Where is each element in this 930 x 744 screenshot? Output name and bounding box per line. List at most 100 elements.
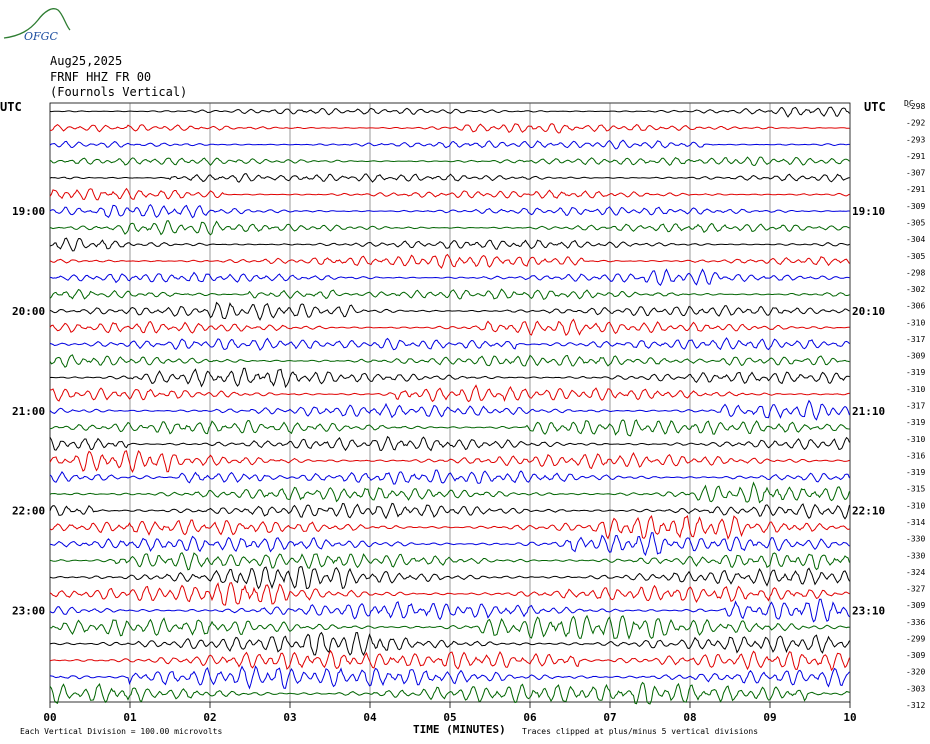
seismic-trace [49,502,850,520]
dc-offset-label: -309 [906,601,925,610]
dc-offset-label: -316 [906,451,925,460]
seismic-trace [49,156,850,166]
dc-offset-label: -293 [906,135,925,144]
left-hour-label: 21:00 [12,405,45,418]
dc-offset-label: -309 [906,352,925,361]
trace-group [49,106,850,705]
dc-offset-label: -299 [906,634,925,643]
dc-offset-label: -310 [906,501,925,510]
x-tick-label: 02 [203,711,216,724]
seismic-trace [49,367,850,389]
right-hour-label: 22:10 [852,505,885,518]
left-timezone-label: UTC [0,100,22,114]
seismic-trace [49,301,850,321]
x-tick-label: 10 [843,711,856,724]
seismic-trace [49,419,850,437]
seismic-trace [49,532,850,557]
footer-right-note: Traces clipped at plus/minus 5 vertical … [522,727,758,736]
dc-label: DC [904,99,914,108]
seismic-trace [49,220,850,236]
dc-offset-label: -310 [906,435,925,444]
dc-offset-label: -317 [906,402,925,411]
x-tick-label: 00 [43,711,56,724]
seismic-trace [49,515,850,540]
dc-offset-label: -312 [906,701,925,710]
seismic-trace [49,566,850,590]
dc-offset-label: -291 [906,152,925,161]
seismic-trace [49,253,850,269]
seismic-trace [49,123,850,134]
seismic-trace [49,582,850,606]
dc-offset-label: -303 [906,684,925,693]
seismic-trace [49,203,850,219]
seismic-trace [49,450,850,474]
seismic-trace [49,354,850,368]
seismic-trace [49,631,850,656]
footer-left-note: Each Vertical Division = 100.00 microvol… [20,727,222,736]
seismic-trace [49,173,850,183]
dc-offset-label: -292 [906,119,925,128]
right-hour-label: 20:10 [852,305,885,318]
right-hour-labels: 19:10 20:10 21:10 22:10 23:10 [852,205,885,617]
x-tick-label: 05 [443,711,456,724]
dc-offset-label: -317 [906,335,925,344]
seismic-trace [49,665,850,690]
x-tick-label: 04 [363,711,377,724]
left-hour-label: 20:00 [12,305,45,318]
right-hour-label: 23:10 [852,604,885,617]
seismic-trace [49,435,850,452]
dc-offset-label: -319 [906,468,925,477]
dc-offset-label: -302 [906,285,925,294]
left-hour-label: 23:00 [12,604,45,617]
dc-offset-label: -310 [906,318,925,327]
dc-offset-label: -298 [906,102,925,111]
x-tick-label: 03 [283,711,296,724]
x-tick-label: 07 [603,711,616,724]
seismic-trace [49,106,850,118]
dc-offset-label: -304 [906,235,925,244]
dc-offset-label: -315 [906,485,925,494]
dc-offset-label: -305 [906,218,925,227]
left-hour-label: 22:00 [12,505,45,518]
left-hour-label: 19:00 [12,205,45,218]
seismic-trace [49,681,850,705]
seismic-trace [49,614,850,640]
seismic-trace [49,469,850,485]
dc-offset-label: -309 [906,651,925,660]
dc-offset-label: -298 [906,268,925,277]
right-hour-label: 21:10 [852,405,885,418]
right-timezone-label: UTC [864,100,886,114]
x-tick-label: 09 [763,711,776,724]
dc-offset-label: -319 [906,418,925,427]
left-hour-labels: 19:00 20:00 21:00 22:00 23:00 [12,205,45,617]
seismic-trace [49,187,850,201]
seismic-trace [49,318,850,337]
x-tick-label: 01 [123,711,137,724]
dc-offset-label: -330 [906,551,925,560]
x-tick-label: 06 [523,711,537,724]
header-location: (Fournols Vertical) [50,85,187,99]
dc-offset-label: -330 [906,535,925,544]
seismic-trace [49,649,850,672]
x-tick-labels: 00 01 02 03 04 05 06 07 08 09 10 [43,702,857,724]
dc-offset-labels: -298 -292 -293 -291 -307 -291 -309 -305 -304 -305… [906,102,925,710]
dc-offset-label: -306 [906,302,925,311]
right-hour-label: 19:10 [852,205,885,218]
dc-offset-label: -336 [906,618,925,627]
dc-offset-label: -320 [906,668,925,677]
seismic-trace [49,337,850,351]
seismic-trace [49,288,850,300]
dc-offset-label: -309 [906,202,925,211]
logo-text: OFGC [24,30,58,43]
dc-offset-label: -324 [906,568,925,577]
seismic-trace [49,481,850,504]
dc-offset-label: -319 [906,368,925,377]
dc-offset-label: -327 [906,585,925,594]
seismic-trace [49,237,850,252]
header-station: FRNF HHZ FR 00 [50,70,151,84]
dc-offset-label: -305 [906,252,925,261]
dc-offset-label: -314 [906,518,925,527]
seismic-trace [49,139,850,150]
x-axis-label: TIME (MINUTES) [413,723,506,736]
